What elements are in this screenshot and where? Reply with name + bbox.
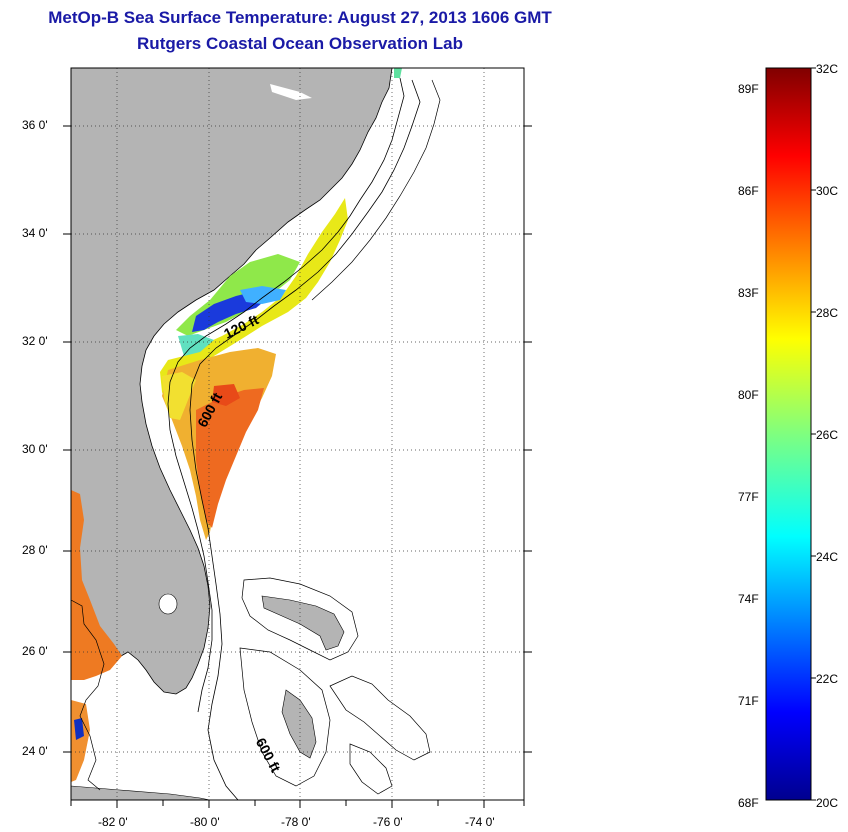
y-tick-label: 36 0': [22, 118, 48, 132]
colorbar-celsius-label: 28C: [816, 306, 839, 320]
inland-water: [270, 84, 312, 100]
lake-okeechobee: [158, 593, 178, 615]
gulf-isobath: [71, 599, 105, 791]
colorbar-fahrenheit-label: 77F: [738, 490, 759, 504]
colorbar-celsius-label: 30C: [816, 184, 839, 198]
sst-cool-patch-2: [240, 286, 286, 304]
x-tick-label: -78 0': [281, 815, 311, 829]
sst-swath-yellow: [162, 372, 196, 420]
bahamas-bank-contour: [241, 577, 359, 661]
colorbar-gradient: [765, 67, 812, 801]
sst-gulf-blue: [74, 718, 84, 740]
colorbar-fahrenheit-label: 74F: [738, 592, 759, 606]
x-tick-label: -82 0': [98, 815, 128, 829]
colorbar-fahrenheit-label: 71F: [738, 694, 759, 708]
x-tick-label: -76 0': [373, 815, 403, 829]
sst-swath-warm: [196, 388, 264, 528]
y-tick-label: 26 0': [22, 644, 48, 658]
page-title: MetOp-B Sea Surface Temperature: August …: [48, 8, 552, 27]
land-bahamas-grand: [261, 595, 345, 651]
bahamas-bank-contour-2: [239, 647, 331, 787]
sst-warm-patch: [212, 384, 240, 406]
y-tick-label: 34 0': [22, 226, 48, 240]
y-tick-label: 30 0': [22, 442, 48, 456]
x-tick-label: -80 0': [190, 815, 220, 829]
sst-cyan-patch: [178, 334, 214, 356]
colorbar-ticks: [811, 67, 816, 801]
bahamas-bank-contour-3: [329, 675, 431, 761]
x-tick-label: -74 0': [465, 815, 495, 829]
isobath-outer: [311, 79, 441, 301]
sst-gulf-west: [71, 490, 122, 680]
isobath-600ft: [189, 79, 421, 800]
land-bahamas-andros: [281, 689, 317, 759]
y-tick-label: 28 0': [22, 543, 48, 557]
sst-north-fragment: [394, 68, 402, 78]
page-subtitle: Rutgers Coastal Ocean Observation Lab: [137, 34, 463, 53]
map-ticks: [63, 125, 532, 808]
map-border: [70, 67, 525, 801]
colorbar-fahrenheit-label: 89F: [738, 82, 759, 96]
isobath-120ft: [167, 77, 405, 713]
land-florida-keys: [71, 785, 211, 800]
colorbar-fahrenheit-label: 80F: [738, 388, 759, 402]
colorbar-fahrenheit-label: 68F: [738, 796, 759, 810]
bahamas-bank-contour-4: [349, 743, 393, 795]
sst-band-carolina: [160, 198, 348, 408]
colorbar-fahrenheit-label: 86F: [738, 184, 759, 198]
colorbar-celsius-label: 22C: [816, 672, 839, 686]
land-us-southeast: [71, 68, 393, 695]
y-tick-label: 24 0': [22, 744, 48, 758]
colorbar-celsius-label: 32C: [816, 62, 839, 76]
colorbar-fahrenheit-label: 83F: [738, 286, 759, 300]
colorbar-celsius-label: 20C: [816, 796, 839, 810]
colorbar-celsius-label: 26C: [816, 428, 839, 442]
colorbar-celsius-label: 24C: [816, 550, 839, 564]
y-tick-label: 32 0': [22, 334, 48, 348]
